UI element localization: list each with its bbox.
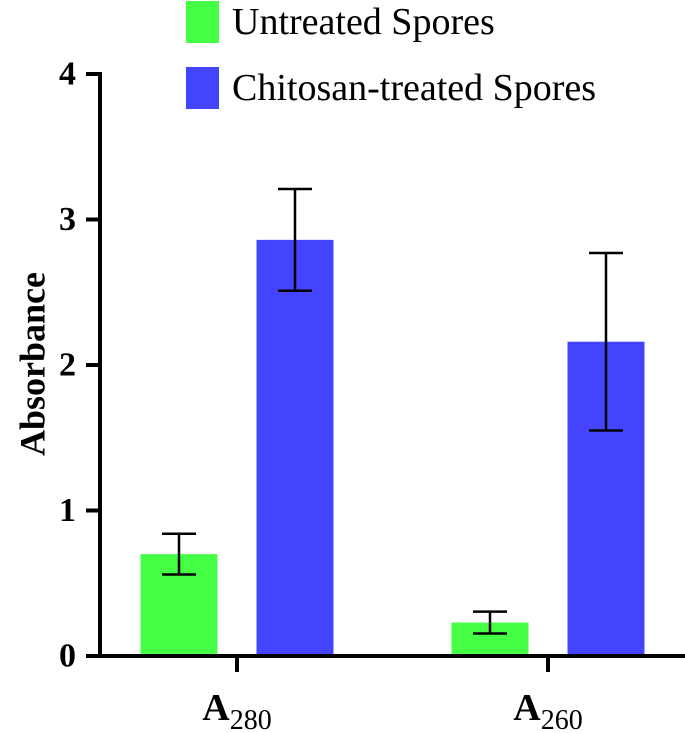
error-bar-untreated-280 bbox=[162, 532, 196, 576]
x-ticks: A280 A260 bbox=[202, 656, 583, 733]
y-ticks: 0 1 2 3 4 bbox=[59, 56, 100, 675]
bar-chitosan-280 bbox=[256, 239, 334, 656]
y-tick-label: 4 bbox=[59, 56, 76, 93]
x-tick-label-subscript: 260 bbox=[541, 705, 583, 733]
x-tick-label-main: A bbox=[513, 687, 541, 729]
y-tick-label: 0 bbox=[59, 638, 76, 675]
y-tick-label: 2 bbox=[59, 347, 76, 384]
error-bar-chitosan-260 bbox=[589, 251, 623, 432]
legend-swatch-untreated bbox=[186, 1, 219, 43]
x-tick-label-main: A bbox=[202, 687, 230, 729]
legend-label-untreated: Untreated Spores bbox=[232, 1, 495, 43]
bars-layer bbox=[140, 239, 645, 656]
legend-swatch-chitosan bbox=[186, 67, 219, 109]
x-tick-label-280: A280 bbox=[202, 687, 271, 733]
x-tick-label-subscript: 280 bbox=[230, 705, 272, 733]
legend-label-chitosan: Chitosan-treated Spores bbox=[232, 67, 596, 109]
error-bars-layer bbox=[162, 187, 623, 635]
error-bar-untreated-260 bbox=[473, 610, 507, 635]
x-tick-label-260: A260 bbox=[513, 687, 582, 733]
error-bar-chitosan-280 bbox=[278, 187, 312, 293]
y-tick-label: 3 bbox=[59, 201, 76, 238]
y-axis-label: Absorbance bbox=[12, 272, 52, 456]
legend: Untreated Spores Chitosan-treated Spores bbox=[186, 1, 596, 109]
y-tick-label: 1 bbox=[59, 492, 76, 529]
